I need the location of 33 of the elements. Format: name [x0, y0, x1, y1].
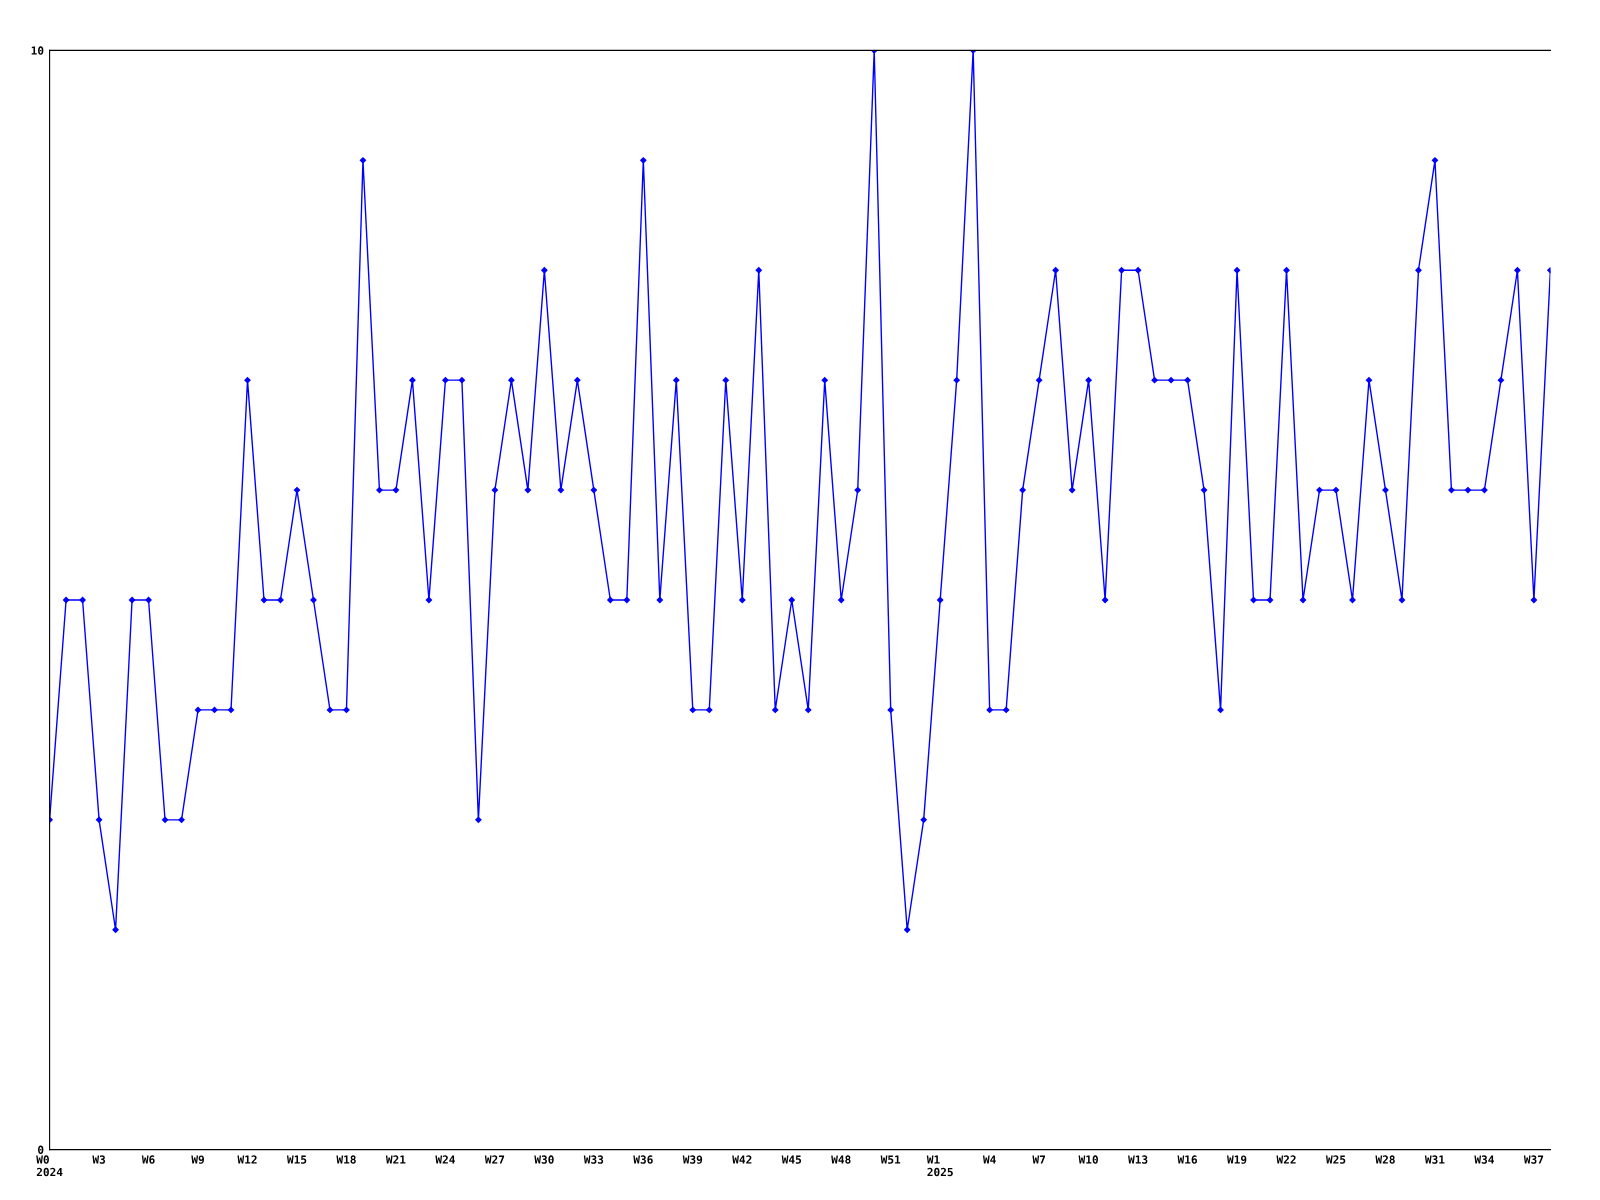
x-tick-label: W16	[1177, 1155, 1197, 1164]
x-tick-label: W10	[1078, 1155, 1098, 1164]
x-tick-label: W28	[1375, 1155, 1395, 1164]
x-tick-label: W45	[781, 1155, 802, 1164]
x-tick-label: W30	[534, 1155, 554, 1164]
x-tick-label: W18	[336, 1155, 356, 1164]
x-tick-label: W4	[982, 1155, 996, 1164]
x-tick-label: W3	[92, 1155, 106, 1164]
x-tick-label: W33	[583, 1155, 604, 1164]
x-tick-label: W1 2025	[926, 1155, 953, 1177]
x-tick-label: W34	[1474, 1155, 1494, 1164]
x-tick-label: W21	[385, 1155, 406, 1164]
x-tick-label: W7	[1032, 1155, 1045, 1164]
x-tick-label: W6	[141, 1155, 155, 1164]
x-tick-label: W25	[1325, 1155, 1346, 1164]
x-tick-label: W13	[1128, 1155, 1148, 1164]
x-tick-label: W27	[484, 1155, 505, 1164]
x-tick-label: W37	[1523, 1155, 1544, 1164]
x-tick-label: W36	[633, 1155, 653, 1164]
x-tick-label: W0 2024	[36, 1155, 63, 1177]
y-tick-label: 10	[31, 46, 44, 55]
x-tick-label: W9	[191, 1155, 205, 1164]
x-tick-label: W22	[1276, 1155, 1296, 1164]
x-tick-label: W31	[1424, 1155, 1445, 1164]
x-tick-label: W51	[880, 1155, 901, 1164]
x-tick-label: W39	[682, 1155, 703, 1164]
x-tick-label: W24	[435, 1155, 455, 1164]
x-tick-label: W42	[732, 1155, 752, 1164]
x-tick-label: W48	[831, 1155, 851, 1164]
x-tick-label: W19	[1227, 1155, 1247, 1164]
x-tick-label: W12	[237, 1155, 257, 1164]
y-tick-label: 0	[38, 1145, 44, 1154]
x-tick-label: W15	[286, 1155, 307, 1164]
